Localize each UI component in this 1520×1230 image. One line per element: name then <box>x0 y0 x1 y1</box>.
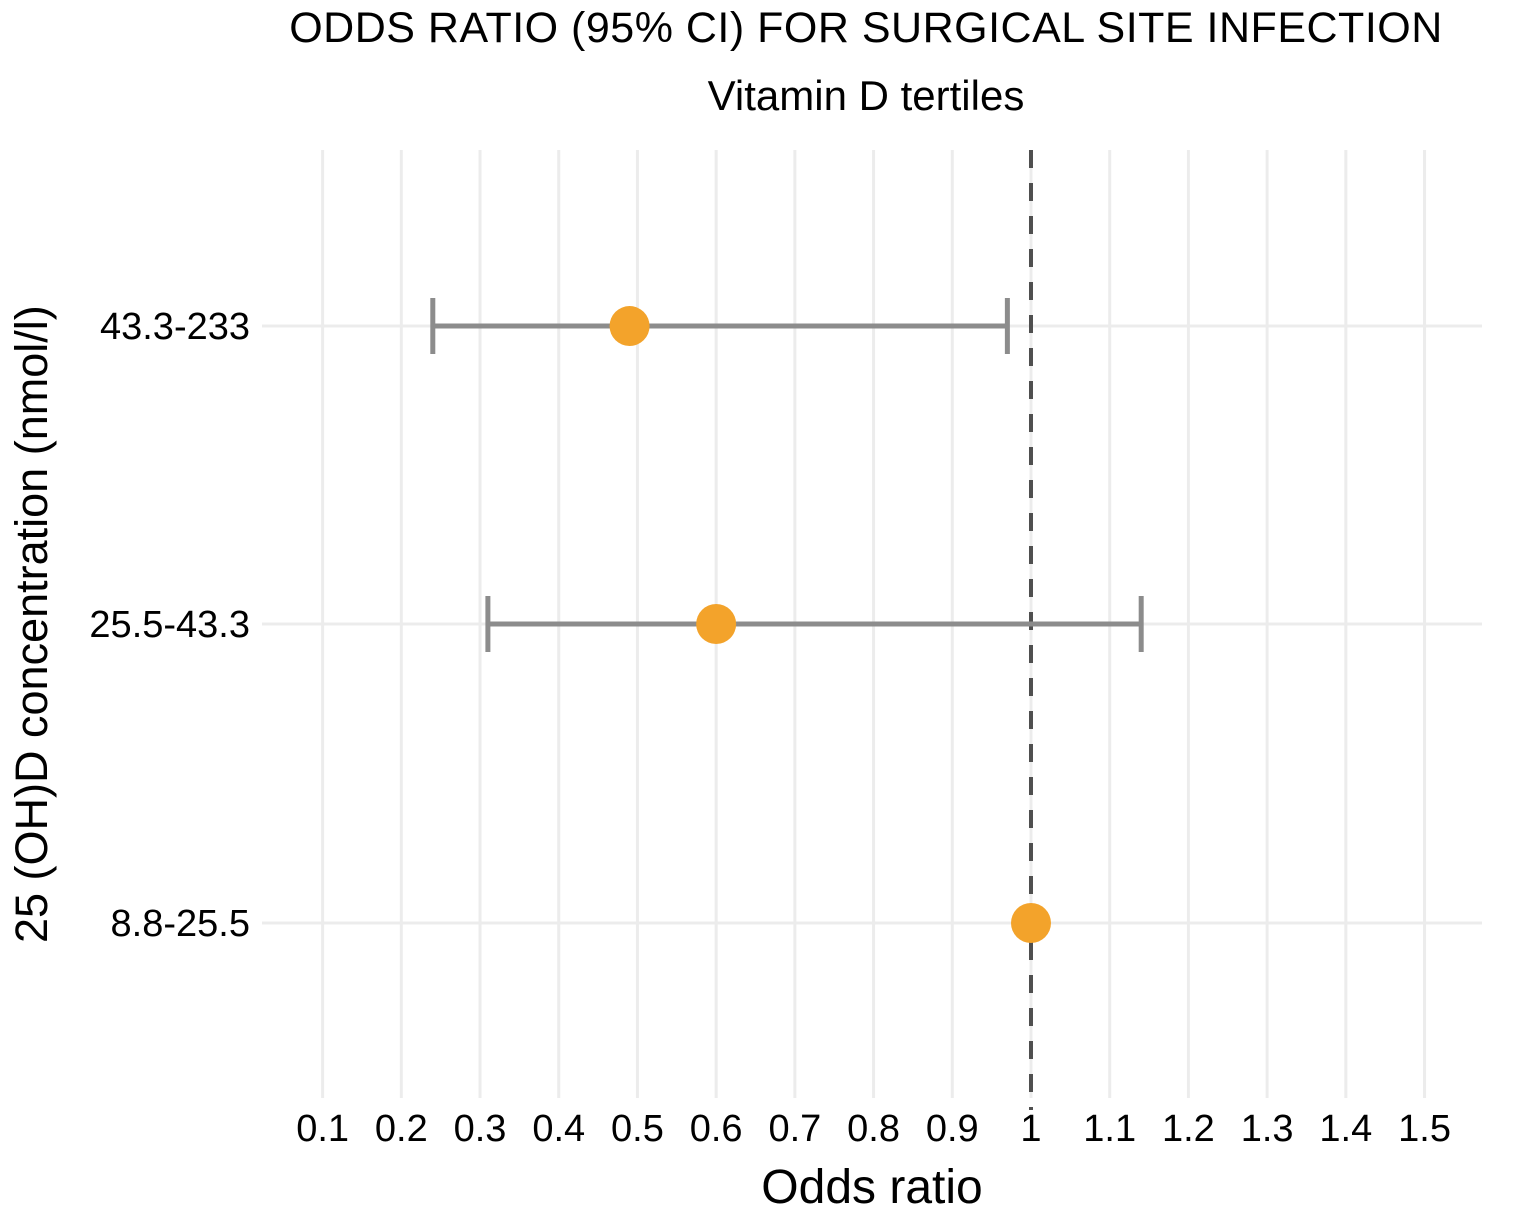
x-tick-label: 0.7 <box>768 1108 821 1150</box>
x-tick-label: 1 <box>1020 1108 1041 1150</box>
x-tick-label: 1.4 <box>1319 1108 1372 1150</box>
odds-ratio-point <box>1010 902 1051 943</box>
x-tick-label: 0.4 <box>532 1108 585 1150</box>
odds-ratio-point <box>696 604 737 644</box>
y-tick-label: 8.8-25.5 <box>111 903 250 945</box>
x-tick-label: 1.5 <box>1398 1108 1451 1150</box>
x-tick-label: 0.8 <box>847 1108 900 1150</box>
x-tick-label: 0.6 <box>690 1108 743 1150</box>
x-tick-label: 0.5 <box>611 1108 664 1150</box>
y-tick-label: 25.5-43.3 <box>89 604 250 646</box>
chart-title: ODDS RATIO (95% CI) FOR SURGICAL SITE IN… <box>289 4 1443 52</box>
x-tick-label: 1.1 <box>1083 1108 1136 1150</box>
x-tick-label: 0.9 <box>926 1108 979 1150</box>
x-tick-label: 0.3 <box>454 1108 507 1150</box>
x-tick-label: 1.3 <box>1241 1108 1294 1150</box>
x-tick-label: 0.2 <box>375 1108 428 1150</box>
x-tick-label: 1.2 <box>1162 1108 1215 1150</box>
chart-subtitle: Vitamin D tertiles <box>707 72 1025 119</box>
x-axis-title: Odds ratio <box>761 1161 983 1214</box>
y-tick-label: 43.3-233 <box>100 306 250 348</box>
odds-ratio-point <box>609 306 650 347</box>
x-tick-label: 0.1 <box>296 1108 349 1150</box>
